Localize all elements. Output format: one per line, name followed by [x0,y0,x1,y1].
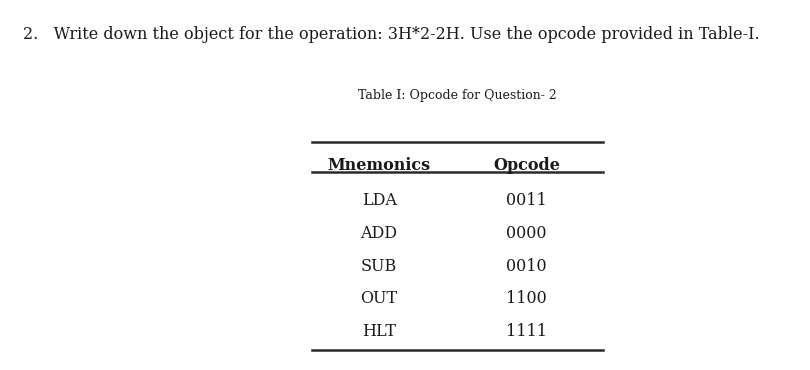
Text: HLT: HLT [362,323,396,340]
Text: ADD: ADD [360,225,398,242]
Text: 1100: 1100 [506,290,547,307]
Text: 0011: 0011 [506,192,547,209]
Text: 0010: 0010 [506,258,547,275]
Text: Mnemonics: Mnemonics [327,157,431,174]
Text: OUT: OUT [360,290,398,307]
Text: 0000: 0000 [506,225,547,242]
Text: Opcode: Opcode [493,157,560,174]
Text: Table I: Opcode for Question- 2: Table I: Opcode for Question- 2 [358,89,557,102]
Text: SUB: SUB [361,258,397,275]
Text: 1111: 1111 [506,323,547,340]
Text: 2.   Write down the object for the operation: 3H*2-2H. Use the opcode provided i: 2. Write down the object for the operati… [23,26,759,43]
Text: LDA: LDA [361,192,397,209]
